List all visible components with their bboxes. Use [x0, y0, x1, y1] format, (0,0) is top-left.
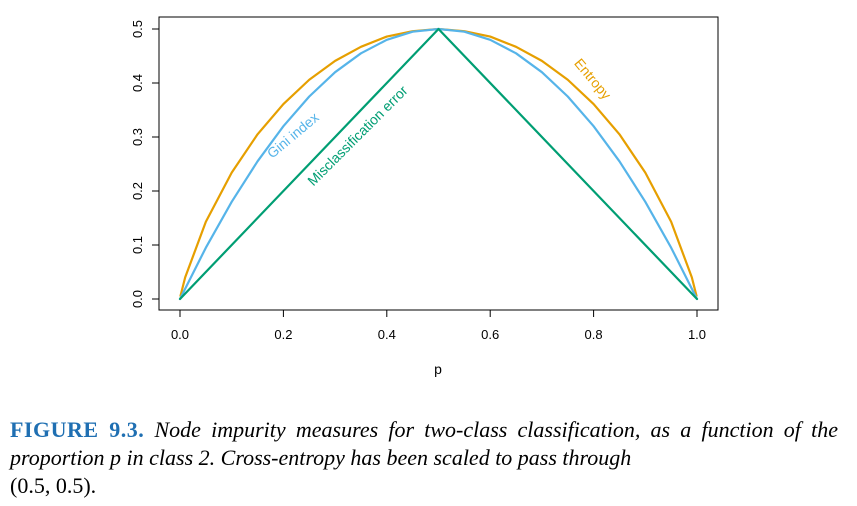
x-tick-label: 0.4	[378, 327, 396, 342]
gini-index-line	[178, 27, 699, 301]
y-tick-label: 0.0	[130, 290, 145, 308]
plot-frame	[158, 16, 719, 311]
impurity-chart: 0.0 0.2 0.4 0.6 0.8 1.0 0.00.10.20.30.40.5 p …	[130, 16, 719, 377]
caption-tail: (0.5, 0.5).	[10, 473, 97, 498]
y-tick-label: 0.1	[130, 236, 145, 254]
x-axis-title: p	[434, 361, 442, 377]
misclassification-error-line	[178, 27, 699, 301]
x-tick-label: 0.2	[274, 327, 292, 342]
x-tick-label: 0.8	[585, 327, 603, 342]
x-tick-label: 0.6	[481, 327, 499, 342]
figure-label: FIGURE 9.3.	[10, 417, 145, 442]
x-tick-label: 0.0	[171, 327, 189, 342]
figure-caption: FIGURE 9.3. Node impurity measures for t…	[10, 416, 838, 500]
entropy-label: Entropy	[571, 55, 614, 102]
series-layer	[178, 27, 699, 301]
y-tick-label: 0.4	[130, 74, 145, 92]
x-axis: 0.0 0.2 0.4 0.6 0.8 1.0	[171, 309, 706, 342]
y-tick-label: 0.2	[130, 182, 145, 200]
y-tick-label: 0.3	[130, 128, 145, 146]
y-axis: 0.0 0.1 0.2 0.3 0.4 0.5	[130, 20, 160, 308]
misclassification-error-label: Misclassification error	[304, 82, 411, 189]
y-tick-label: 0.5	[130, 20, 145, 38]
caption-text: Node impurity measures for two-class cla…	[10, 417, 838, 470]
x-tick-label: 1.0	[688, 327, 706, 342]
